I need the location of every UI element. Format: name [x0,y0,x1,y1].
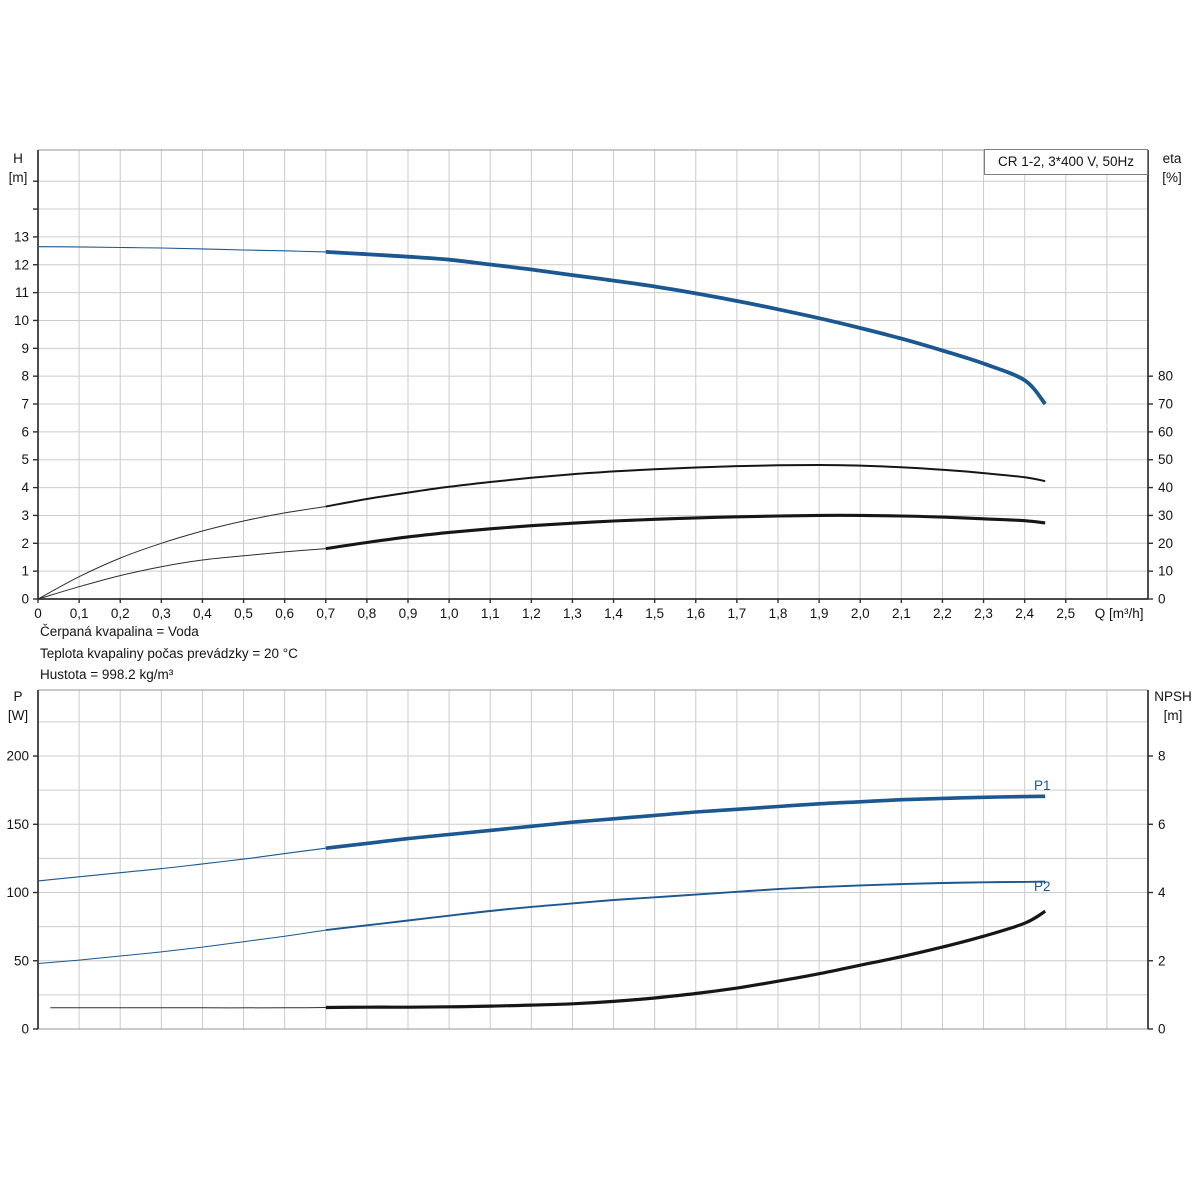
eta-axis-symbol: eta [1162,151,1182,166]
svg-text:2: 2 [21,536,29,551]
notes-block: Čerpaná kvapalina = Voda Teplota kvapali… [40,621,298,686]
pumped-liquid-note: Čerpaná kvapalina = Voda [40,624,199,639]
power-axis-unit: [W] [7,708,29,723]
pump-model-box: CR 1-2, 3*400 V, 50Hz [984,149,1148,175]
npsh-curve [325,909,1047,1010]
svg-text:8: 8 [1158,749,1166,764]
svg-text:6: 6 [1158,817,1166,832]
head-curve [325,250,1047,406]
svg-text:2,1: 2,1 [892,606,911,621]
p1-curve [325,794,1046,850]
head-axis-symbol: H [13,151,23,166]
svg-text:1,3: 1,3 [563,606,582,621]
npsh-axis-unit: [m] [1163,708,1183,723]
power-axis-label: P [W] [0,687,36,725]
svg-text:1,4: 1,4 [604,606,623,621]
eta-pump-thin [37,506,326,600]
svg-text:12: 12 [14,257,29,272]
svg-text:30: 30 [1158,508,1173,523]
svg-text:10: 10 [1158,564,1173,579]
svg-text:0,4: 0,4 [193,606,212,621]
svg-text:4: 4 [21,480,29,495]
svg-text:0,9: 0,9 [399,606,418,621]
svg-text:80: 80 [1158,369,1173,384]
svg-text:2: 2 [1158,953,1166,968]
head-axis-label: H [m] [0,149,36,187]
svg-text:100: 100 [6,885,29,900]
p1-curve-thin [37,847,326,882]
eta-total [325,513,1046,551]
svg-text:0: 0 [1158,1022,1166,1037]
svg-text:8: 8 [21,369,29,384]
svg-text:0,7: 0,7 [316,606,335,621]
svg-text:9: 9 [21,341,29,356]
svg-text:1,8: 1,8 [769,606,788,621]
svg-text:6: 6 [21,424,29,439]
svg-text:2,2: 2,2 [933,606,952,621]
svg-text:0,5: 0,5 [234,606,253,621]
svg-text:1,5: 1,5 [645,606,664,621]
svg-text:3: 3 [21,508,29,523]
svg-text:0: 0 [21,592,29,607]
svg-text:2,4: 2,4 [1015,606,1034,621]
svg-text:70: 70 [1158,397,1173,412]
density-note: Hustota = 998.2 kg/m³ [40,667,174,682]
svg-text:0,1: 0,1 [70,606,89,621]
power-axis-symbol: P [13,689,23,704]
svg-text:1,6: 1,6 [686,606,705,621]
svg-text:Q [m³/h]: Q [m³/h] [1095,606,1144,621]
svg-text:50: 50 [14,953,29,968]
svg-text:1,2: 1,2 [522,606,541,621]
eta-axis-label: eta [%] [1150,149,1194,187]
npsh-axis-symbol: NPSH [1154,689,1192,704]
pump-model-label: CR 1-2, 3*400 V, 50Hz [997,154,1135,169]
svg-text:0,2: 0,2 [111,606,130,621]
svg-text:1,1: 1,1 [481,606,500,621]
eta-pump [325,464,1046,508]
eta-axis-unit: [%] [1162,170,1182,185]
svg-text:1,7: 1,7 [727,606,746,621]
head-curve-thin [37,246,326,253]
svg-text:60: 60 [1158,424,1173,439]
liquid-temperature-note: Teplota kvapaliny počas prevádzky = 20 °… [40,645,298,661]
head-axis-unit: [m] [8,170,28,185]
svg-text:2,0: 2,0 [851,606,870,621]
svg-text:7: 7 [21,397,29,412]
svg-text:0,6: 0,6 [275,606,294,621]
svg-text:20: 20 [1158,536,1173,551]
svg-text:1,9: 1,9 [810,606,829,621]
p2-curve-thin [37,929,326,964]
svg-text:0: 0 [34,606,42,621]
svg-text:4: 4 [1158,885,1166,900]
p2-curve [325,880,1046,932]
svg-text:50: 50 [1158,452,1173,467]
eta-total-thin [37,548,326,600]
svg-text:2,3: 2,3 [974,606,993,621]
svg-text:150: 150 [6,817,29,832]
svg-text:1: 1 [21,564,29,579]
svg-text:2,5: 2,5 [1056,606,1075,621]
svg-text:0: 0 [1158,592,1166,607]
svg-text:13: 13 [14,229,29,244]
svg-text:1,0: 1,0 [440,606,459,621]
svg-text:11: 11 [15,285,29,300]
svg-text:5: 5 [21,452,29,467]
svg-text:0: 0 [21,1022,29,1037]
svg-text:40: 40 [1158,480,1173,495]
p2-curve-label: P2 [1034,879,1051,894]
svg-text:0,3: 0,3 [152,606,171,621]
svg-text:0,8: 0,8 [357,606,376,621]
svg-text:10: 10 [14,313,29,328]
npsh-axis-label: NPSH [m] [1148,687,1198,725]
svg-text:200: 200 [6,749,29,764]
p1-curve-label: P1 [1034,778,1051,793]
